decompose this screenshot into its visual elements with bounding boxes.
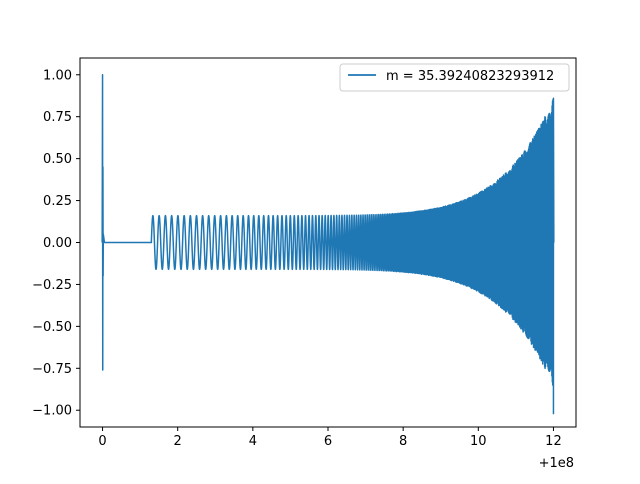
y-tick-label: 0.00: [43, 236, 72, 251]
y-tick-label: 0.25: [43, 194, 72, 209]
legend: m = 35.39240823293912: [339, 63, 570, 92]
x-axis-offset-label: +1e8: [539, 456, 574, 471]
y-tick-label: 1.00: [43, 68, 72, 83]
x-tick-label: 6: [324, 434, 332, 449]
x-tick-label: 2: [174, 434, 182, 449]
series-line: [101, 74, 555, 415]
x-tick-label: 10: [470, 434, 487, 449]
y-tick-label: −0.75: [32, 362, 72, 377]
plot-layer: [101, 74, 555, 415]
legend-label: m = 35.39240823293912: [386, 69, 554, 84]
axes-layer: 0 2 4 6 8 10 12 1.00 0.75 0.50 0.25 0.00 −0.25 −0.50 −…: [32, 57, 577, 449]
y-tick-label: 0.75: [43, 110, 72, 125]
legend-box: [339, 63, 570, 92]
x-tick-label: 0: [98, 434, 106, 449]
y-tick-label: 0.50: [43, 152, 72, 167]
y-tick-label: −0.25: [32, 278, 72, 293]
x-tick-label: 12: [545, 434, 562, 449]
x-tick-label: 8: [399, 434, 407, 449]
y-tick-label: −1.00: [32, 404, 72, 419]
y-tick-label: −0.50: [32, 320, 72, 335]
x-tick-label: 4: [249, 434, 257, 449]
